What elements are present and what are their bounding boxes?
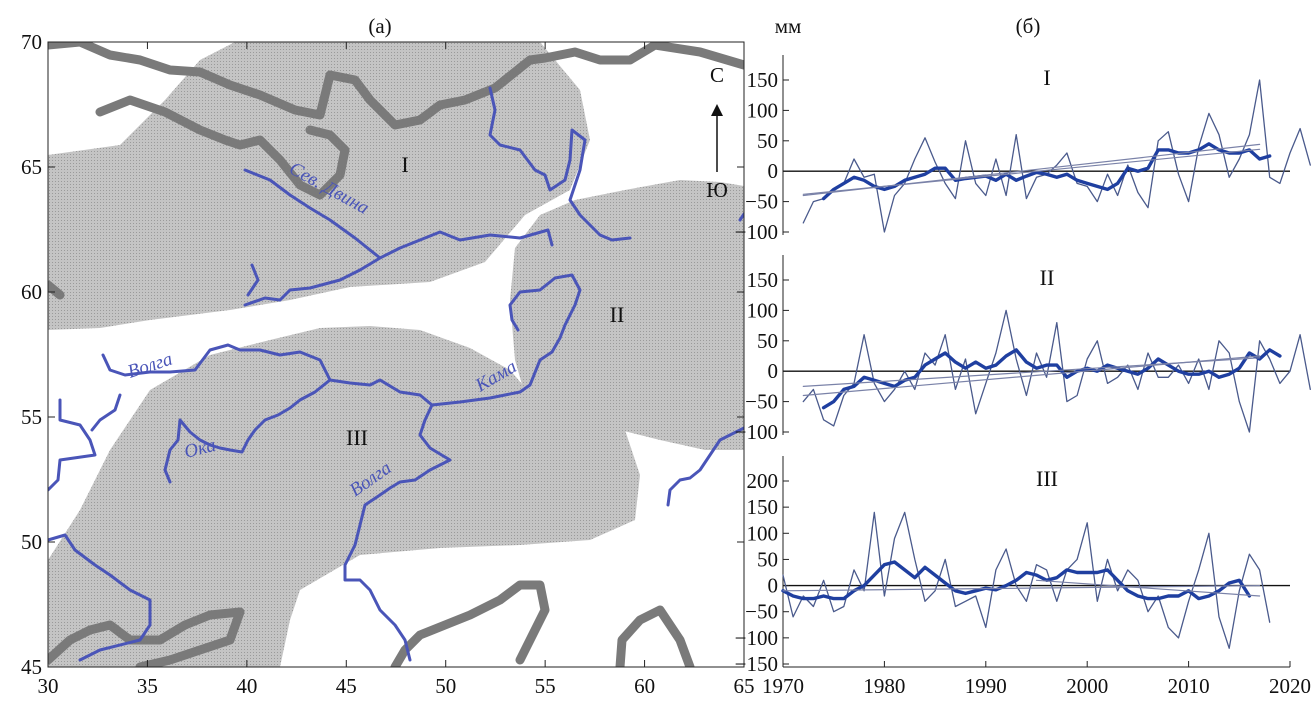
coastline-south-middle xyxy=(390,580,550,667)
chart-title: I xyxy=(1043,65,1050,90)
region-I-area xyxy=(48,42,590,330)
timeseries-charts: 150100500−50−100I150100500−50−100II20015… xyxy=(735,55,1311,698)
map-y-tick-label: 50 xyxy=(21,530,42,554)
trend-line xyxy=(802,143,1261,197)
compass-arrowhead-icon xyxy=(711,104,723,116)
map-x-tick-label: 40 xyxy=(236,674,257,698)
coastline-north xyxy=(48,42,744,130)
chart-y-tick-label: −100 xyxy=(735,420,778,444)
coastline-south-west xyxy=(48,607,245,667)
map-panel-label: (а) xyxy=(368,14,391,38)
x-tick-label: 1980 xyxy=(863,674,905,698)
map-x-tick-label: 65 xyxy=(734,674,755,698)
chart-y-tick-label: 150 xyxy=(747,495,779,519)
x-tick-label: 1990 xyxy=(965,674,1007,698)
river-volga-south-west xyxy=(48,393,152,662)
chart-y-tick-label: 150 xyxy=(747,268,779,292)
coastline-west-edge xyxy=(48,280,65,300)
region-label-I: I xyxy=(401,152,408,177)
region-III-area xyxy=(48,326,640,667)
compass-north-label: С xyxy=(710,63,724,87)
river-kama xyxy=(430,273,582,407)
unit-label: мм xyxy=(775,14,802,38)
timeseries-panel: (б) мм 150100500−50−100I150100500−50−100… xyxy=(735,14,1311,698)
trend-line xyxy=(782,585,1261,592)
river-volga-north xyxy=(101,343,452,662)
map-x-tick-label: 60 xyxy=(634,674,655,698)
smoothed-series-line xyxy=(781,560,1252,601)
map-y-tick-label: 60 xyxy=(21,280,42,304)
compass-south-label: Ю xyxy=(706,178,728,202)
x-tick-label: 2020 xyxy=(1269,674,1311,698)
river-sev-dvina xyxy=(243,86,632,307)
region-II-area xyxy=(510,180,744,450)
map-x-tick-label: 55 xyxy=(535,674,556,698)
x-tick-label: 2010 xyxy=(1168,674,1210,698)
trend-line xyxy=(802,355,1261,397)
chart-title: II xyxy=(1040,265,1055,290)
river-east xyxy=(666,212,744,507)
chart-y-tick-label: 100 xyxy=(747,521,779,545)
map-axes: 30 35 40 45 50 55 60 65 70 65 60 55 50 45 xyxy=(21,30,755,698)
coastline-south-east xyxy=(615,605,695,667)
map-x-tick-label: 45 xyxy=(336,674,357,698)
chart-2: 150 100 50 0 −50 −100 II xyxy=(735,255,1311,444)
map-y-tick-label: 65 xyxy=(21,155,42,179)
map-frame xyxy=(47,41,745,668)
x-tick-label: 1970 xyxy=(762,674,804,698)
chart-y-tick-label: 200 xyxy=(747,469,779,493)
raw-series-line xyxy=(802,309,1311,433)
chart-y-tick-label: −50 xyxy=(745,600,778,624)
map-x-tick-label: 50 xyxy=(435,674,456,698)
chart-y-tick-label: 150 xyxy=(747,68,779,92)
raw-series-line xyxy=(802,79,1311,233)
chart-y-tick-label: −50 xyxy=(745,190,778,214)
chart-y-tick-label: 0 xyxy=(768,159,779,183)
timeseries-panel-label: (б) xyxy=(1016,14,1041,38)
chart-y-tick-label: 100 xyxy=(747,298,779,322)
x-tick-label: 2000 xyxy=(1066,674,1108,698)
map-x-tick-label: 35 xyxy=(137,674,158,698)
coastline-north-inlet xyxy=(95,95,350,200)
chart-y-tick-label: −100 xyxy=(735,626,778,650)
chart-y-tick-label: 50 xyxy=(757,547,778,571)
river-label-volga-north: Волга xyxy=(125,349,175,383)
map-y-tick-label: 70 xyxy=(21,30,42,54)
map-y-tick-label: 55 xyxy=(21,405,42,429)
river-oka xyxy=(163,378,332,484)
chart-title: III xyxy=(1036,466,1058,491)
raw-series-line xyxy=(782,511,1271,649)
trend-line xyxy=(1035,579,1261,597)
chart-y-tick-label: −50 xyxy=(745,390,778,414)
map-y-tick-label: 45 xyxy=(21,655,42,679)
compass: С Ю xyxy=(706,63,728,202)
chart-y-tick-label: 0 xyxy=(768,359,779,383)
chart-y-tick-label: −150 xyxy=(735,652,778,676)
region-label-III: III xyxy=(346,425,368,450)
map-x-tick-label: 30 xyxy=(38,674,59,698)
chart-y-tick-label: 100 xyxy=(747,98,779,122)
map-panel: (а) xyxy=(21,14,755,698)
chart-y-tick-label: 50 xyxy=(757,129,778,153)
chart-1: 150 100 50 0 −50 −100 I xyxy=(735,55,1311,244)
chart-y-tick-label: 0 xyxy=(768,574,779,598)
timeseries-x-axis: 1970 1980 1990 2000 2010 2020 xyxy=(762,661,1311,698)
smoothed-series-line xyxy=(821,348,1282,410)
region-label-II: II xyxy=(610,302,625,327)
chart-y-tick-label: −100 xyxy=(735,220,778,244)
chart-y-tick-label: 50 xyxy=(757,329,778,353)
